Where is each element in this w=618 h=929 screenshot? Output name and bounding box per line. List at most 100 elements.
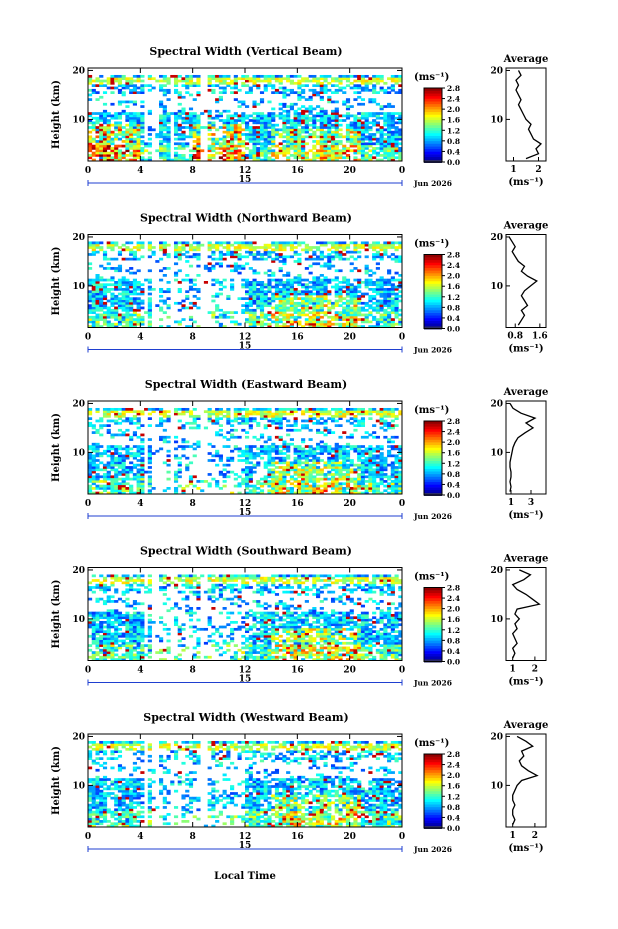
heatmap-cell bbox=[241, 267, 246, 270]
heatmap-cell bbox=[136, 449, 141, 453]
heatmap-cell bbox=[181, 253, 186, 256]
heatmap-cell bbox=[102, 480, 108, 483]
heatmap-cell bbox=[207, 473, 212, 476]
heatmap-cell bbox=[215, 74, 220, 78]
heatmap-cell bbox=[390, 121, 395, 125]
heatmap-cell bbox=[338, 294, 343, 298]
heatmap-cell bbox=[304, 246, 309, 249]
heatmap-cell bbox=[319, 325, 324, 328]
heatmap-cell bbox=[312, 91, 317, 94]
heatmap-cell bbox=[319, 311, 324, 314]
heatmap-cell bbox=[338, 475, 343, 479]
heatmap-cell bbox=[177, 445, 182, 448]
heatmap-cell bbox=[274, 257, 280, 261]
heatmap-cell bbox=[323, 91, 328, 94]
heatmap-cell bbox=[394, 149, 399, 153]
heatmap-cell bbox=[297, 98, 302, 101]
heatmap-cell bbox=[323, 482, 328, 486]
heatmap-cell bbox=[226, 135, 231, 139]
heatmap-cell bbox=[263, 461, 268, 465]
heatmap-cell bbox=[173, 253, 179, 256]
heatmap-cell bbox=[140, 126, 145, 129]
heatmap-cell bbox=[259, 477, 265, 481]
heatmap-cell bbox=[267, 77, 272, 81]
heatmap-cell bbox=[95, 306, 100, 310]
heatmap-cell bbox=[387, 133, 392, 136]
heatmap-cell bbox=[334, 424, 339, 427]
heatmap-cell bbox=[106, 428, 111, 432]
heatmap-cell bbox=[282, 484, 287, 488]
heatmap-cell bbox=[166, 449, 171, 453]
heatmap-cell bbox=[162, 299, 167, 303]
heatmap-cell bbox=[256, 301, 261, 305]
heatmap-cell bbox=[110, 243, 115, 247]
heatmap-cell bbox=[196, 84, 201, 87]
heatmap-cell bbox=[215, 294, 220, 298]
heatmap-cell bbox=[117, 137, 123, 141]
heatmap-cell bbox=[245, 487, 250, 490]
heatmap-cell bbox=[110, 445, 115, 448]
heatmap-cell bbox=[345, 325, 351, 328]
heatmap-cell bbox=[345, 243, 351, 247]
heatmap-cell bbox=[334, 140, 339, 143]
heatmap-cell bbox=[308, 105, 313, 108]
heatmap-cell bbox=[132, 433, 137, 437]
heatmap-cell bbox=[192, 241, 197, 245]
heatmap-cell bbox=[316, 311, 321, 314]
heatmap-cell bbox=[319, 304, 324, 307]
heatmap-cell bbox=[207, 147, 212, 150]
heatmap-cell bbox=[278, 473, 283, 476]
heatmap-cell bbox=[177, 250, 182, 254]
heatmap-cell bbox=[91, 126, 96, 129]
heatmap-cell bbox=[132, 112, 137, 115]
heatmap-cell bbox=[345, 285, 351, 289]
heatmap-cell bbox=[252, 308, 257, 312]
heatmap-cell bbox=[368, 410, 373, 414]
heatmap-cell bbox=[129, 144, 134, 148]
heatmap-cell bbox=[304, 77, 309, 81]
heatmap-cell bbox=[398, 241, 403, 245]
heatmap-cell bbox=[312, 250, 317, 254]
heatmap-cell bbox=[136, 79, 141, 83]
average-frame bbox=[505, 234, 547, 328]
heatmap-cell bbox=[330, 491, 336, 495]
heatmap-cell bbox=[185, 116, 190, 120]
heatmap-cell bbox=[241, 468, 246, 472]
heatmap-cell bbox=[304, 126, 309, 129]
heatmap-cell bbox=[387, 306, 392, 310]
heatmap-cell bbox=[312, 410, 317, 414]
heatmap-cell bbox=[159, 121, 164, 125]
heatmap-cell bbox=[91, 243, 96, 247]
heatmap-cell bbox=[274, 456, 280, 460]
heatmap-cell bbox=[177, 461, 182, 465]
heatmap-cell bbox=[349, 114, 354, 118]
heatmap-cell bbox=[334, 287, 339, 291]
heatmap-cell bbox=[342, 459, 347, 462]
heatmap-cell bbox=[215, 463, 220, 467]
heatmap-cell bbox=[117, 128, 123, 132]
heatmap-cell bbox=[267, 119, 272, 122]
heatmap-cell bbox=[263, 452, 268, 455]
heatmap-cell bbox=[203, 109, 209, 113]
heatmap-cell bbox=[286, 480, 291, 483]
heatmap-cell bbox=[357, 294, 362, 298]
heatmap-cell bbox=[330, 135, 336, 139]
heatmap-cell bbox=[259, 98, 265, 101]
heatmap-cell bbox=[323, 466, 328, 469]
heatmap-cell bbox=[383, 128, 388, 132]
heatmap-cell bbox=[166, 77, 171, 81]
heatmap-cell bbox=[159, 84, 164, 87]
heatmap-cell bbox=[304, 109, 309, 113]
heatmap-cell bbox=[196, 119, 201, 122]
heatmap-cell bbox=[132, 119, 137, 122]
heatmap-cell bbox=[308, 449, 313, 453]
heatmap-cell bbox=[390, 318, 395, 321]
heatmap-cell bbox=[319, 149, 324, 153]
heatmap-cell bbox=[297, 154, 302, 157]
heatmap-cell bbox=[162, 461, 167, 465]
heatmap-cell bbox=[342, 147, 347, 150]
heatmap-cell bbox=[327, 459, 332, 462]
heatmap-cell bbox=[271, 260, 276, 263]
heatmap-cell bbox=[188, 246, 194, 249]
heatmap-cell bbox=[282, 461, 287, 465]
